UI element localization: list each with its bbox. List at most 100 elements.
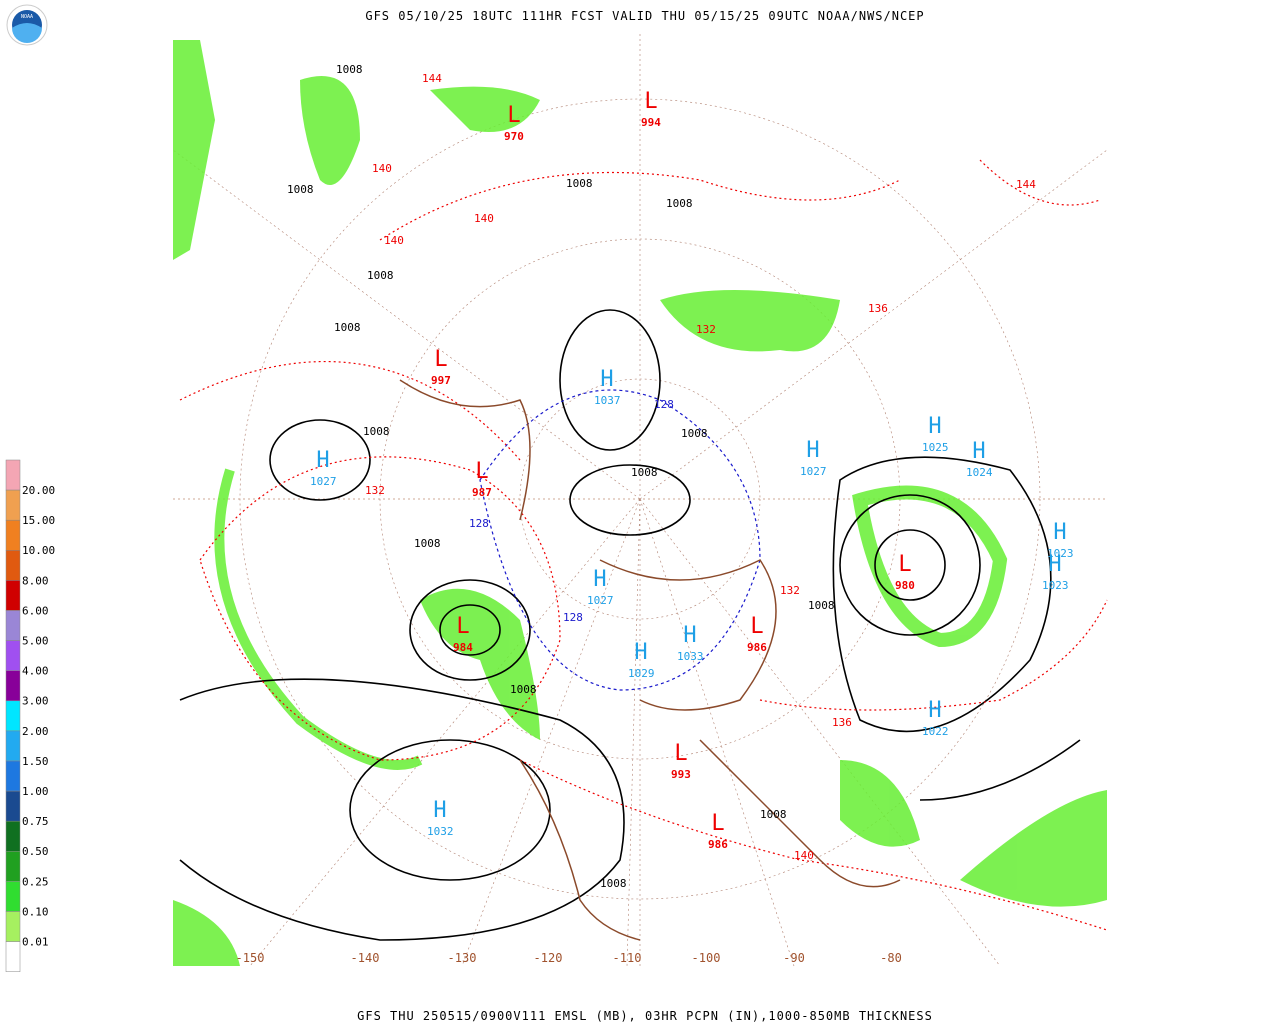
longitude-label: -80: [880, 951, 902, 965]
thickness-label: 140: [384, 234, 404, 247]
grid-line: [461, 498, 641, 967]
precip: [960, 790, 1107, 907]
longitude-label: -140: [351, 951, 380, 965]
legend-swatch: [5, 459, 21, 491]
grid-line: [639, 149, 1108, 500]
thickness-label: 136: [868, 302, 888, 315]
isobar-label: 1008: [510, 683, 537, 696]
low-symbol: L: [674, 741, 687, 766]
high-pressure: 1027: [310, 475, 337, 488]
high-symbol: H: [928, 414, 941, 439]
precip: [300, 76, 360, 185]
legend-label: 10.00: [22, 544, 55, 557]
grid-line: [639, 498, 795, 967]
low-pressure: 987: [472, 486, 492, 499]
high-symbol: H: [1053, 520, 1066, 545]
legend-swatch: [5, 580, 21, 611]
grid-line: [239, 98, 1041, 900]
legend-label: 0.25: [22, 875, 49, 888]
isobar: [439, 604, 501, 656]
footer-caption: GFS THU 250515/0900V111 EMSL (MB), 03HR …: [357, 1009, 933, 1023]
coast: [399, 379, 531, 521]
legend-swatch: [5, 851, 21, 882]
legend-swatch: [5, 670, 21, 702]
legend-swatch: [5, 700, 21, 732]
isobar-label: 1008: [631, 466, 658, 479]
high-symbol: H: [600, 367, 613, 392]
low-symbol: L: [898, 552, 911, 577]
low-pressure: 980: [895, 579, 915, 592]
coastlines: [399, 379, 901, 941]
legend-swatch: [5, 760, 21, 792]
isobar-label: 1008: [287, 183, 314, 196]
low-symbol: L: [475, 459, 488, 484]
precip: [660, 290, 840, 352]
low-pressure: 993: [671, 768, 691, 781]
high-symbol: H: [928, 698, 941, 723]
high-pressure: 1027: [587, 594, 614, 607]
thickness-label: 132: [365, 484, 385, 497]
logo-text: NOAA: [21, 14, 33, 20]
legend-swatch: [5, 550, 21, 581]
coast: [699, 739, 901, 888]
thickness-label: 140: [372, 162, 392, 175]
high-pressure: 1029: [628, 667, 655, 680]
longitude-label: -120: [534, 951, 563, 965]
isobar: [409, 579, 531, 681]
high-symbol: H: [972, 439, 985, 464]
high-pressure: 1033: [677, 650, 704, 663]
isobar: [874, 529, 946, 601]
isobar: [559, 309, 661, 451]
precip-areas: [173, 40, 1107, 966]
noaa-logo: NOAA: [6, 4, 48, 46]
isobar-label: 1008: [681, 427, 708, 440]
isobar-label: 1008: [808, 599, 835, 612]
longitude-label: -100: [692, 951, 721, 965]
thickness-label: 136: [832, 716, 852, 729]
coast: [599, 559, 777, 711]
thickness-label: 128: [469, 517, 489, 530]
legend-label: 5.00: [22, 635, 49, 648]
high-pressure: 1025: [922, 441, 949, 454]
low-pressure: 994: [641, 116, 661, 129]
isobar: [839, 494, 981, 636]
isobar-label: 1008: [760, 808, 787, 821]
legend-label: 4.00: [22, 665, 49, 678]
precip: [430, 86, 540, 132]
low-pressure: 986: [747, 641, 767, 654]
high-symbol: H: [806, 438, 819, 463]
isobars: [179, 309, 1081, 941]
thickness-label: 144: [1016, 178, 1036, 191]
thickness-label: 132: [780, 584, 800, 597]
legend-swatch: [5, 519, 21, 551]
high-symbol: H: [593, 567, 606, 592]
isobar: [179, 678, 625, 941]
isobar-label: 1008: [367, 269, 394, 282]
thickness-line: [979, 159, 1101, 206]
high-pressure: 1027: [800, 465, 827, 478]
legend-swatch: [5, 640, 21, 671]
precip: [420, 588, 540, 740]
isobar: [832, 456, 1052, 733]
high-pressure: 1037: [594, 394, 621, 407]
legend-label: 15.00: [22, 514, 55, 527]
legend-swatch: [5, 730, 21, 762]
low-pressure: 986: [708, 838, 728, 851]
title: GFS 05/10/25 18UTC 111HR FCST VALID THU …: [365, 9, 924, 23]
legend-swatch: [5, 911, 21, 942]
coast: [519, 759, 641, 941]
low-symbol: L: [507, 103, 520, 128]
precip: [173, 40, 215, 260]
isobar-label: 1008: [414, 537, 441, 550]
isobar: [919, 739, 1081, 801]
longitude-label: -150: [236, 951, 265, 965]
grid-line: [639, 498, 1001, 967]
thickness: [179, 159, 1108, 931]
isobar-label: 1008: [566, 177, 593, 190]
precip: [852, 485, 1008, 648]
legend-swatch: [5, 610, 21, 641]
legend-label: 0.01: [22, 936, 49, 949]
legend-swatch: [5, 790, 21, 822]
